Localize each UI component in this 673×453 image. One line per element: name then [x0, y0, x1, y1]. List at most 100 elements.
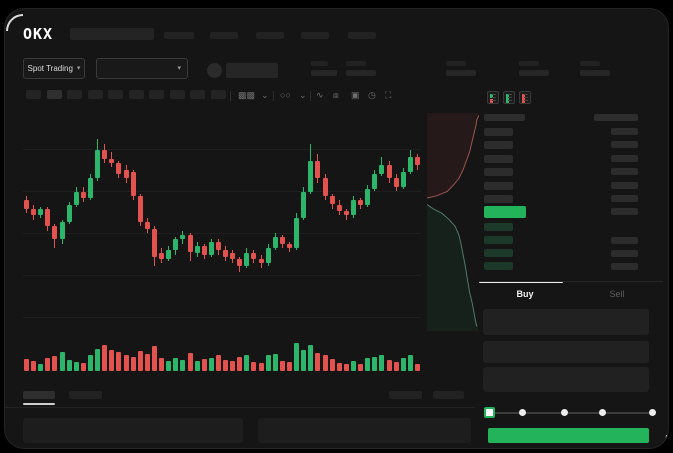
interval-icon[interactable]: ○○: [280, 90, 291, 100]
volume-bar: [166, 360, 172, 371]
clock-icon[interactable]: ◷: [368, 90, 376, 100]
volume-bar: [130, 356, 136, 371]
amount-input[interactable]: [483, 341, 649, 363]
total-input[interactable]: [483, 367, 649, 392]
volume-bar: [31, 361, 37, 371]
camera-screenshot-icon[interactable]: ▣: [351, 90, 360, 100]
timeframe-button[interactable]: [67, 90, 82, 99]
slider-dot-25[interactable]: [519, 409, 526, 416]
candle: [109, 158, 115, 164]
ask-price-placeholder: [484, 195, 513, 203]
chevron-down-icon[interactable]: ⌄: [299, 90, 307, 100]
book-both-icon[interactable]: [487, 91, 499, 104]
candle: [393, 178, 399, 188]
volume-bar: [379, 354, 385, 371]
okx-logo: OKX: [23, 25, 54, 43]
book-asks-icon[interactable]: [519, 91, 531, 104]
volume-bar: [230, 360, 236, 371]
buy-submit-button[interactable]: [488, 428, 649, 443]
candle: [265, 248, 271, 264]
candle: [208, 241, 214, 255]
timeframe-button[interactable]: [190, 90, 205, 99]
bid-amount-placeholder: [611, 263, 638, 270]
candle: [230, 252, 236, 259]
volume-bar: [308, 344, 314, 371]
volume-bar: [414, 363, 420, 371]
timeframe-button[interactable]: [46, 90, 62, 99]
ask-amount-placeholder: [611, 181, 638, 189]
ask-amount-placeholder: [611, 141, 638, 149]
volume-chart[interactable]: [23, 339, 421, 373]
volume-bar: [315, 353, 321, 371]
timeframe-button[interactable]: [169, 90, 185, 99]
ask-amount-placeholder: [611, 195, 638, 202]
slider-dot-50[interactable]: [561, 409, 568, 416]
timeframe-button[interactable]: [149, 90, 164, 99]
volume-bar: [187, 353, 193, 371]
volume-bar: [151, 345, 157, 371]
fullscreen-icon[interactable]: ⛶: [385, 90, 392, 100]
gridline: [23, 191, 421, 193]
candle: [88, 178, 93, 198]
volume-bar: [66, 359, 72, 371]
slider-dot-75[interactable]: [599, 409, 606, 416]
timeframe-button[interactable]: [108, 90, 123, 99]
timeframe-button[interactable]: [26, 90, 41, 99]
nav-item[interactable]: [256, 32, 284, 39]
amount-slider-track[interactable]: [489, 412, 656, 414]
pair-selector[interactable]: ▾: [96, 58, 188, 79]
candle: [350, 200, 356, 216]
depth-chart[interactable]: [426, 113, 479, 331]
last-price-placeholder: [226, 63, 278, 78]
nav-item[interactable]: [164, 32, 194, 39]
line-tool-icon[interactable]: ∿: [316, 90, 324, 100]
candle: [144, 222, 150, 229]
slider-dot-100[interactable]: [649, 409, 656, 416]
orders-panel-placeholder: [23, 418, 243, 443]
tab-sell[interactable]: Sell: [609, 288, 625, 299]
volume-bar: [123, 354, 129, 371]
bottom-tab[interactable]: [69, 391, 102, 399]
candle: [137, 195, 143, 222]
chevron-down-icon[interactable]: ⌄: [261, 90, 269, 100]
chart-type-candles-icon[interactable]: ▩▩: [238, 90, 256, 100]
price-input[interactable]: [483, 309, 649, 335]
nav-item[interactable]: [348, 32, 376, 39]
nav-item[interactable]: [301, 32, 329, 39]
indicators-icon[interactable]: ⧈: [333, 90, 339, 100]
volume-bar: [272, 353, 278, 371]
stat-value-placeholder: [311, 70, 337, 76]
candle: [301, 191, 307, 218]
tab-buy[interactable]: Buy: [516, 288, 534, 299]
slider-handle[interactable]: [484, 407, 495, 418]
buy-sell-tabs: Buy Sell: [479, 281, 663, 305]
bottom-tab-active[interactable]: [23, 391, 55, 399]
candle: [386, 165, 392, 179]
volume-bar: [407, 355, 413, 371]
candle: [151, 228, 157, 257]
ask-price-placeholder: [484, 141, 513, 150]
candle: [215, 241, 221, 251]
candlestick-chart[interactable]: [23, 113, 421, 331]
stat-value-placeholder: [346, 70, 376, 76]
candle: [45, 208, 51, 227]
bid-amount-placeholder: [611, 250, 638, 257]
timeframe-button[interactable]: [128, 90, 144, 99]
volume-bar: [137, 350, 143, 371]
timeframe-button[interactable]: [87, 90, 103, 99]
volume-bar: [393, 362, 399, 371]
volume-bar: [265, 355, 271, 371]
candle: [358, 200, 363, 205]
market-type-selector[interactable]: Spot Trading ▾: [23, 58, 85, 79]
candle: [59, 222, 65, 240]
bottom-action[interactable]: [389, 391, 422, 399]
volume-bar: [102, 344, 108, 371]
book-bids-icon[interactable]: [503, 91, 515, 104]
nav-item[interactable]: [210, 32, 238, 39]
candle: [123, 169, 129, 179]
candle: [372, 174, 378, 190]
timeframe-button[interactable]: [210, 90, 226, 99]
search-input[interactable]: [70, 28, 154, 40]
bottom-action[interactable]: [433, 391, 464, 399]
candle: [414, 156, 420, 166]
